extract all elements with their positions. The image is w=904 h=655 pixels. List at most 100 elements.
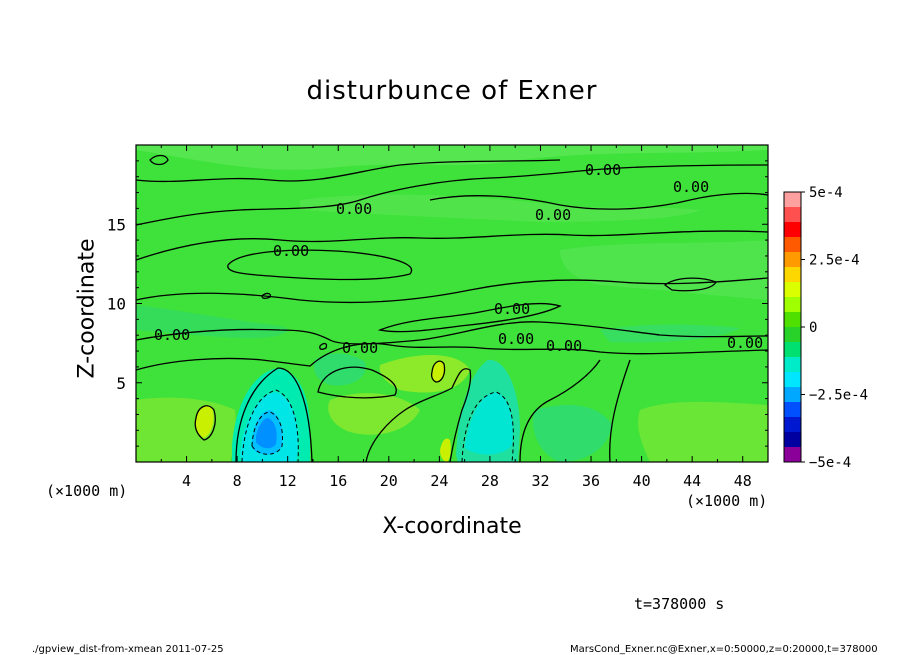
patch — [431, 361, 445, 382]
x-tick-label: 32 — [531, 472, 549, 490]
contour-label: 0.00 — [673, 178, 709, 196]
contour-line — [136, 230, 768, 261]
contour-line — [136, 321, 768, 345]
x-tick-label: 12 — [279, 472, 297, 490]
patch — [532, 405, 612, 462]
x-tick-label: 48 — [734, 472, 752, 490]
colorbar-label: 5e-4 — [809, 185, 843, 201]
y-axis-label: Z-coordinate — [74, 238, 100, 379]
colorbar: 5e-4 2.5e-4 0 −2.5e-4 −5e-4 — [783, 185, 868, 471]
patch — [465, 392, 513, 455]
contour-line — [235, 367, 313, 462]
x-tick-label: 36 — [582, 472, 600, 490]
contour-line — [609, 359, 631, 462]
contour-line — [149, 154, 169, 166]
patch — [560, 240, 768, 300]
contour-line — [430, 360, 446, 383]
x-tick-label: 16 — [329, 472, 347, 490]
patch — [638, 401, 768, 462]
plot-area: 0.00 0.00 0.00 0.00 0.00 0.00 0.00 0.00 0.00 0.00… — [136, 145, 768, 462]
contour-line — [194, 405, 216, 441]
colorbar-swatch — [784, 447, 801, 463]
colorbar-swatch — [784, 237, 801, 253]
contour-line — [136, 164, 768, 226]
colorbar-swatch — [784, 342, 801, 358]
y-tick-label: 15 — [107, 215, 126, 234]
contours — [136, 154, 768, 462]
colorbar-swatch — [784, 327, 801, 343]
x-tick-label: 24 — [430, 472, 448, 490]
patch — [600, 324, 740, 343]
colorbar-swatch — [784, 207, 801, 223]
y-axis: 5 10 15 — [107, 160, 768, 447]
contour-label: 0.00 — [535, 206, 571, 224]
colorbar-swatch — [784, 402, 801, 418]
contour-line — [136, 342, 768, 371]
contour-line — [519, 359, 601, 462]
patch — [136, 397, 236, 462]
patch — [194, 406, 214, 438]
colorbar-swatch — [784, 387, 801, 403]
contour-label: 0.00 — [342, 339, 378, 357]
contour-line — [261, 292, 272, 300]
footer-left: ./gpview_dist-from-xmean 2011-07-25 — [32, 644, 224, 655]
x-tick-label: 8 — [233, 472, 242, 490]
contour-line — [136, 277, 768, 304]
contour-line — [319, 342, 328, 350]
contour-line — [429, 192, 768, 210]
colorbar-swatch — [784, 192, 801, 208]
colorbar-label: 0 — [809, 320, 817, 336]
footer-right: MarsCond_Exner.nc@Exner,x=0:50000,z=0:20… — [570, 644, 878, 655]
time-label: t=378000 s — [634, 595, 725, 613]
x-tick-label: 28 — [481, 472, 499, 490]
colorbar-swatch — [784, 252, 801, 268]
negative-contour — [461, 391, 514, 462]
contour-label: 0.00 — [727, 334, 763, 352]
patch — [136, 145, 768, 170]
contour-label: 0.00 — [546, 337, 582, 355]
x-tick-label: 40 — [633, 472, 651, 490]
y-tick-label: 10 — [107, 295, 126, 314]
chart-title: disturbunce of Exner — [306, 76, 598, 106]
x-tick-label: 20 — [380, 472, 398, 490]
colorbar-swatch — [784, 312, 801, 328]
contour-line — [227, 249, 413, 281]
contour-label: 0.00 — [585, 161, 621, 179]
x-tick-label: 4 — [182, 472, 191, 490]
contour-label: 0.00 — [498, 330, 534, 348]
y-axis-unit: (×1000 m) — [46, 482, 128, 500]
colorbar-swatch — [784, 372, 801, 388]
colorbar-swatch — [784, 222, 801, 238]
contour-line — [663, 277, 717, 292]
colorbar-swatch — [784, 297, 801, 313]
negative-contour — [241, 389, 299, 462]
colorbar-label: −2.5e-4 — [809, 388, 868, 404]
colorbar-swatch — [784, 432, 801, 448]
contour-line — [136, 159, 561, 183]
contour-labels: 0.00 0.00 0.00 0.00 0.00 0.00 0.00 0.00 0.00 0.00… — [154, 161, 763, 357]
x-axis-label: X-coordinate — [382, 514, 522, 539]
x-tick-label: 44 — [683, 472, 701, 490]
colorbar-swatch — [784, 357, 801, 373]
patch — [300, 194, 700, 222]
contour-label: 0.00 — [336, 200, 372, 218]
colorbar-swatch — [784, 417, 801, 433]
contour-line — [377, 302, 562, 333]
colorbar-label: −5e-4 — [809, 455, 851, 471]
y-tick-label: 5 — [116, 374, 126, 393]
negative-contour — [251, 411, 283, 455]
contour-line — [365, 368, 472, 462]
patch — [328, 393, 420, 435]
patch — [256, 418, 277, 449]
x-axis: 4 8 12 16 20 24 28 32 36 40 44 48 — [160, 145, 752, 490]
x-axis-unit: (×1000 m) — [686, 492, 768, 510]
contour-label: 0.00 — [494, 300, 530, 318]
field-patches — [136, 145, 768, 462]
patch — [440, 438, 451, 462]
colorbar-swatch — [784, 282, 801, 298]
contours-negative — [241, 389, 514, 462]
contour-label: 0.00 — [154, 326, 190, 344]
colorbar-swatch — [784, 267, 801, 283]
contour-label: 0.00 — [273, 242, 309, 260]
